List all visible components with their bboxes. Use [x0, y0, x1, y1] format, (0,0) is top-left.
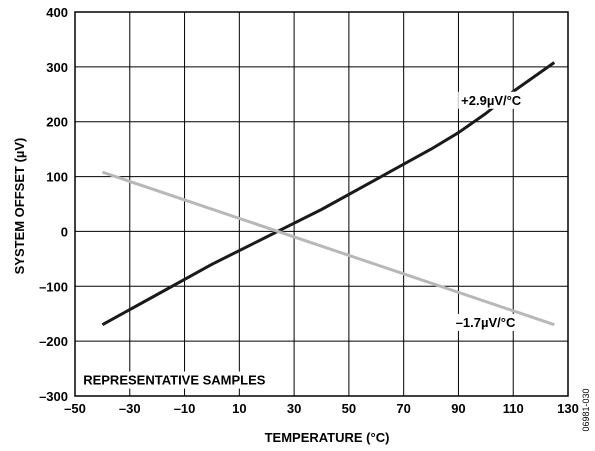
y-tick-label: –200: [39, 334, 68, 349]
y-tick-label: –300: [39, 389, 68, 404]
series-layer: [101, 61, 556, 327]
annotations: +2.9µV/°C –1.7µV/°C REPRESENTATIVE SAMPLES: [80, 91, 525, 389]
x-axis-title: TEMPERATURE (°C): [265, 430, 390, 445]
plot-frame: [74, 11, 569, 397]
y-tick-label: 200: [46, 115, 68, 130]
y-tick-label: 100: [46, 170, 68, 185]
figure-id: 06981-030: [581, 388, 591, 431]
y-tick-labels: –300 –200 –100 0 100 200 300 400: [39, 5, 68, 404]
annotation-background: [80, 371, 269, 389]
y-tick-label: –100: [39, 279, 68, 294]
annotation-1: +2.9µV/°C: [461, 93, 522, 108]
y-axis-title: SYSTEM OFFSET (µV): [12, 138, 27, 275]
x-tick-label: 30: [287, 401, 301, 416]
annotation-background: [452, 313, 519, 331]
grid-lines: [75, 12, 568, 396]
x-tick-label: –50: [64, 401, 86, 416]
x-tick-label: 50: [342, 401, 356, 416]
x-tick-label: 10: [232, 401, 246, 416]
annotation-background: [458, 91, 525, 109]
x-tick-label: 130: [557, 401, 579, 416]
x-tick-label: 110: [503, 401, 524, 416]
x-tick-labels: –50 –30 –10 10 30 50 70 90 110 130: [64, 401, 579, 416]
x-tick-label: –30: [119, 401, 141, 416]
series-line-1: [101, 61, 556, 327]
annotation-2: –1.7µV/°C: [456, 315, 516, 330]
x-tick-label: 70: [396, 401, 410, 416]
x-tick-label: –10: [174, 401, 196, 416]
series-line-2: [101, 170, 555, 327]
x-tick-label: 90: [451, 401, 465, 416]
y-tick-label: 300: [46, 60, 68, 75]
annotation-3: REPRESENTATIVE SAMPLES: [83, 373, 266, 388]
y-tick-label: 400: [46, 5, 68, 20]
y-tick-label: 0: [61, 224, 68, 239]
